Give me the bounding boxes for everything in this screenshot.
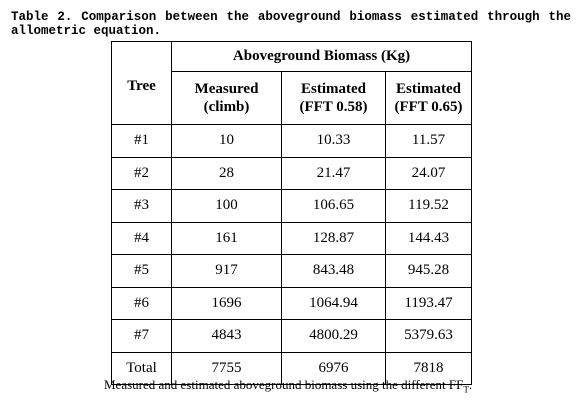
- measured-cell: 4843: [171, 319, 282, 353]
- estimated-058-header-line1: Estimated: [301, 81, 366, 97]
- tree-cell: #4: [111, 221, 172, 255]
- tree-column-header: Tree: [111, 41, 172, 125]
- estimated-065-column-header: Estimated (FFT 0.65): [384, 71, 473, 125]
- tree-cell: #7: [111, 319, 172, 353]
- measured-header-line1: Measured: [194, 81, 259, 97]
- measured-column-header: Measured (climb): [171, 71, 282, 125]
- footnote-end: .: [468, 377, 473, 392]
- estimated-065-header-line1: Estimated: [396, 81, 462, 97]
- estimated-058-column-header: Estimated (FFT 0.58): [281, 71, 386, 125]
- estimated-065-cell: 11.57: [384, 124, 473, 158]
- estimated-065-cell: 7818: [384, 351, 473, 385]
- estimated-058-cell: 843.48: [281, 254, 386, 288]
- tree-cell: #5: [111, 254, 172, 288]
- estimated-065-cell: 24.07: [384, 156, 473, 190]
- table-row: #7 4843 4800.29 5379.63: [111, 319, 473, 353]
- table-row: #1 10 10.33 11.57: [111, 124, 473, 158]
- measured-cell: 28: [171, 156, 282, 190]
- estimated-065-cell: 1193.47: [384, 286, 473, 320]
- table-row: #2 28 21.47 24.07: [111, 156, 473, 190]
- estimated-058-cell: 4800.29: [281, 319, 386, 353]
- aboveground-biomass-group-header: Aboveground Biomass (Kg): [170, 41, 473, 72]
- estimated-058-cell: 1064.94: [281, 286, 386, 320]
- measured-cell: 100: [171, 189, 282, 223]
- estimated-065-cell: 144.43: [384, 221, 473, 255]
- footnote-text: Measured and estimated aboveground bioma…: [104, 377, 464, 392]
- measured-cell: 7755: [171, 351, 282, 385]
- table-row: #5 917 843.48 945.28: [111, 254, 473, 288]
- table-row: #3 100 106.65 119.52: [111, 189, 473, 223]
- estimated-065-cell: 5379.63: [384, 319, 473, 353]
- estimated-058-cell: 106.65: [281, 189, 386, 223]
- table-caption: Table 2. Comparison between the abovegro…: [11, 10, 571, 38]
- footnote-subscript: T: [463, 384, 469, 395]
- estimated-058-header-line2: (FFT 0.58): [299, 99, 368, 115]
- biomass-table: Tree Aboveground Biomass (Kg) Measured (…: [111, 41, 473, 385]
- estimated-065-header-line2: (FFT 0.65): [394, 99, 463, 115]
- estimated-065-cell: 119.52: [384, 189, 473, 223]
- measured-cell: 10: [171, 124, 282, 158]
- tree-cell: #1: [111, 124, 172, 158]
- tree-cell: Total: [111, 351, 172, 385]
- table-row: #6 1696 1064.94 1193.47: [111, 286, 473, 320]
- measured-cell: 161: [171, 221, 282, 255]
- tree-cell: #3: [111, 189, 172, 223]
- measured-cell: 917: [171, 254, 282, 288]
- total-row: Total 7755 6976 7818: [111, 351, 473, 385]
- table-row: #4 161 128.87 144.43: [111, 221, 473, 255]
- table-footnote: Measured and estimated aboveground bioma…: [104, 378, 472, 397]
- estimated-065-cell: 945.28: [384, 254, 473, 288]
- tree-cell: #6: [111, 286, 172, 320]
- measured-cell: 1696: [171, 286, 282, 320]
- measured-header-line2: (climb): [203, 99, 250, 115]
- tree-cell: #2: [111, 156, 172, 190]
- estimated-058-cell: 10.33: [281, 124, 386, 158]
- estimated-058-cell: 128.87: [281, 221, 386, 255]
- estimated-058-cell: 21.47: [281, 156, 386, 190]
